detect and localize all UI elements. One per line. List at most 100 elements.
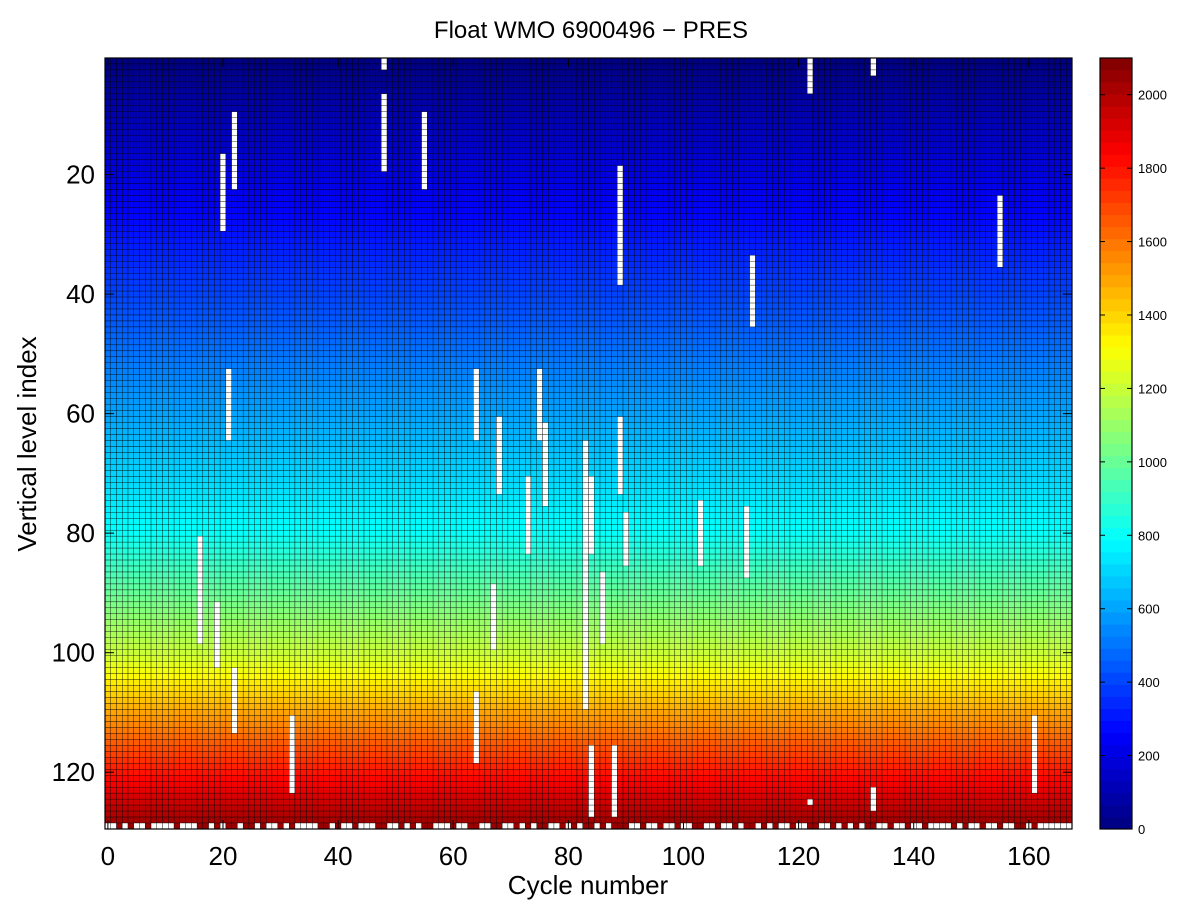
heatmap-cell: [835, 213, 842, 220]
heatmap-cell: [179, 195, 186, 202]
heatmap-cell: [651, 69, 658, 77]
heatmap-cell: [973, 147, 981, 154]
heatmap-cell: [824, 63, 831, 71]
heatmap-cell: [104, 75, 111, 83]
heatmap-cell: [714, 231, 722, 238]
heatmap-cell: [225, 231, 232, 238]
heatmap-cell: [853, 225, 860, 232]
heatmap-cell: [876, 69, 883, 77]
heatmap-cell: [571, 183, 578, 190]
heatmap-cell: [455, 225, 463, 232]
heatmap-cell: [202, 111, 209, 118]
heatmap-cell: [755, 99, 762, 106]
heatmap-cell: [104, 129, 111, 136]
heatmap-cell: [1031, 153, 1038, 160]
heatmap-cell: [628, 135, 635, 142]
heatmap-cell: [755, 171, 762, 178]
heatmap-cell: [847, 93, 854, 101]
heatmap-cell: [530, 57, 537, 65]
heatmap-cell: [444, 69, 451, 77]
heatmap-cell: [317, 141, 324, 148]
heatmap-cell: [795, 135, 802, 142]
heatmap-cell: [122, 141, 129, 148]
heatmap-cell: [766, 147, 773, 154]
heatmap-cell: [478, 63, 486, 71]
heatmap-cell: [110, 213, 117, 220]
heatmap-cell: [686, 165, 693, 172]
heatmap-cell: [271, 69, 278, 77]
heatmap-cell: [1025, 81, 1032, 89]
heatmap-cell: [812, 207, 819, 214]
heatmap-cell: [127, 75, 134, 83]
heatmap-cell: [312, 231, 319, 238]
heatmap-cell: [565, 225, 572, 232]
heatmap-cell: [1066, 165, 1073, 172]
heatmap-cell: [628, 75, 635, 83]
heatmap-cell: [104, 189, 111, 196]
heatmap-cell: [956, 189, 963, 196]
heatmap-cell: [461, 75, 468, 83]
heatmap-cell: [415, 225, 422, 232]
heatmap-cell: [663, 135, 670, 142]
heatmap-cell: [525, 147, 532, 154]
heatmap-cell: [858, 81, 865, 89]
heatmap-cell: [807, 189, 814, 196]
heatmap-cell: [617, 123, 624, 130]
heatmap-cell: [686, 135, 693, 142]
heatmap-cell: [329, 87, 336, 95]
heatmap-cell: [720, 93, 727, 101]
heatmap-cell: [847, 213, 854, 220]
heatmap-cell: [640, 57, 647, 65]
heatmap-cell: [214, 99, 221, 106]
heatmap-cell: [162, 93, 169, 101]
heatmap-cell: [444, 153, 451, 160]
heatmap-cell: [317, 147, 324, 154]
heatmap-cell: [202, 231, 209, 238]
heatmap-cell: [818, 93, 825, 101]
heatmap-cell: [404, 189, 411, 196]
heatmap-cell: [409, 219, 417, 226]
heatmap-cell: [237, 201, 244, 208]
heatmap-cell: [899, 99, 906, 106]
heatmap-cell: [392, 129, 399, 136]
heatmap-cell: [1020, 201, 1027, 208]
heatmap-cell: [893, 117, 900, 124]
heatmap-cell: [352, 87, 359, 95]
heatmap-cell: [478, 81, 486, 89]
heatmap-cell: [329, 147, 336, 154]
heatmap-cell: [622, 63, 629, 71]
heatmap-cell: [910, 99, 917, 106]
heatmap-cell: [323, 63, 330, 71]
heatmap-cell: [761, 129, 768, 136]
heatmap-cell: [939, 183, 946, 190]
heatmap-cell: [858, 219, 865, 226]
heatmap-cell: [358, 195, 365, 202]
heatmap-cell: [1020, 165, 1027, 172]
heatmap-cell: [185, 129, 192, 136]
heatmap-cell: [962, 69, 969, 77]
heatmap-cell: [225, 171, 232, 178]
heatmap-cell: [225, 93, 232, 101]
heatmap-cell: [1002, 153, 1009, 160]
heatmap-cell: [841, 171, 848, 178]
heatmap-cell: [668, 189, 676, 196]
heatmap-cell: [807, 81, 814, 89]
heatmap-cell: [196, 195, 204, 202]
heatmap-cell: [565, 153, 572, 160]
heatmap-cell: [876, 99, 883, 106]
heatmap-cell: [617, 189, 624, 196]
heatmap-cell: [248, 153, 255, 160]
heatmap-cell: [329, 63, 336, 71]
heatmap-cell: [645, 93, 652, 101]
heatmap-cell: [766, 165, 773, 172]
heatmap-cell: [622, 189, 629, 196]
heatmap-cell: [801, 201, 808, 208]
heatmap-cell: [668, 69, 676, 77]
heatmap-cell: [507, 105, 514, 112]
heatmap-cell: [772, 165, 779, 172]
heatmap-cell: [1031, 111, 1038, 118]
heatmap-cell: [772, 87, 779, 95]
heatmap-cell: [156, 201, 163, 208]
heatmap-cell: [369, 75, 376, 83]
heatmap-cell: [1031, 183, 1038, 190]
